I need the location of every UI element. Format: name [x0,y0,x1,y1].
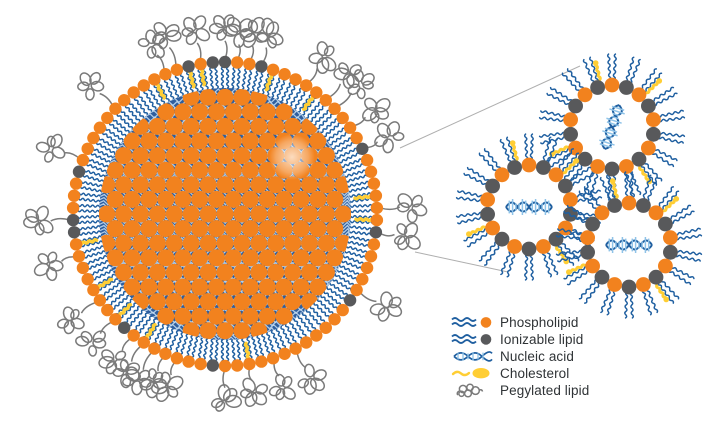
legend-label: Cholesterol [500,366,570,381]
legend-label: Phospholipid [500,315,579,330]
legend-label: Pegylated lipid [500,383,590,398]
phospholipid-icon [450,314,494,331]
legend-item-cholesterol: Cholesterol [450,365,700,382]
main-pegylated-lipid-layer [23,14,428,412]
legend-item-nucleic-acid: Nucleic acid [450,348,700,365]
legend-item-phospholipid: Phospholipid [450,314,700,331]
ionizable-lipid-icon [450,331,494,348]
inset-particles [455,53,703,319]
legend-label: Ionizable lipid [500,332,584,347]
nucleic-acid-icon [450,348,494,365]
main-nucleic-acid-core [99,88,351,340]
legend-item-pegylated-lipid: Pegylated lipid [450,382,700,399]
cholesterol-icon [450,365,494,382]
legend: Phospholipid Ionizable lipid [450,314,700,399]
legend-label: Nucleic acid [500,349,574,364]
inset-connector-lines [399,65,581,273]
main-lipid-head-layer [66,55,384,373]
legend-item-ionizable-lipid: Ionizable lipid [450,331,700,348]
pegylated-lipid-icon [450,382,494,399]
